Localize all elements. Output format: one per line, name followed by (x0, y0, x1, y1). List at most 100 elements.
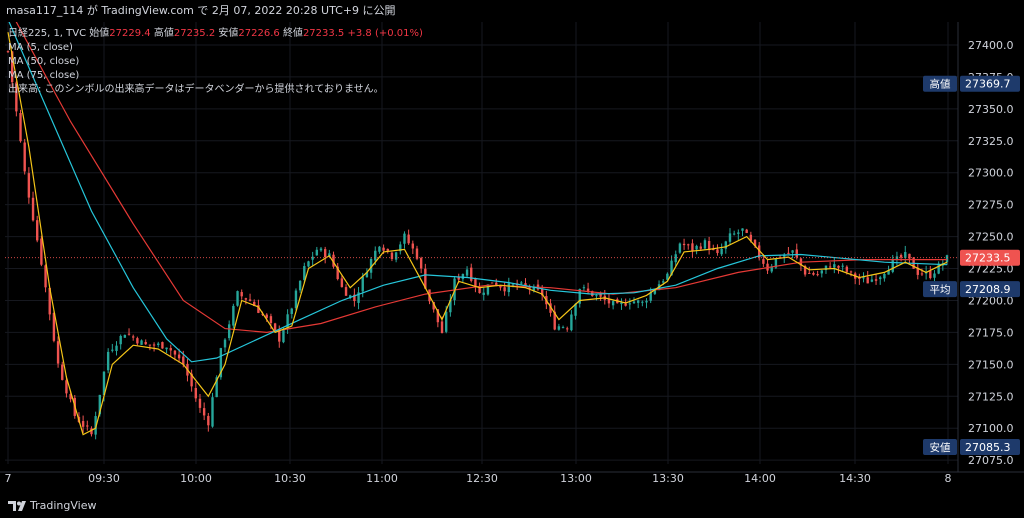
candle-body (774, 259, 778, 268)
avg-badge-label: 平均 (930, 284, 951, 296)
chart-area[interactable]: 27075.0 27100.0 27125.0 27150.0 27175.0 27200… (0, 6, 1024, 494)
candle-body (824, 265, 828, 271)
ma5-legend[interactable]: MA (5, close) (8, 42, 73, 53)
price-chart[interactable]: 27075.0 27100.0 27125.0 27150.0 27175.0 27200… (0, 6, 1024, 494)
candle-body (862, 277, 865, 279)
candle-body (666, 273, 669, 280)
high-badge-label: 高値 (930, 78, 951, 91)
y-tick-label: 27400.0 (968, 39, 1014, 52)
candle-body (841, 265, 844, 267)
candle-body (40, 238, 43, 265)
candle-body (891, 259, 894, 272)
candle-body (783, 254, 786, 257)
candle-body (624, 303, 627, 306)
candle-body (687, 244, 690, 246)
candle-body (253, 301, 256, 307)
ma50-legend[interactable]: MA (50, close) (8, 56, 80, 67)
candle-body (845, 266, 849, 272)
candle-body (307, 261, 310, 267)
candle-body (190, 373, 193, 387)
candle-body (182, 356, 185, 365)
candle-body (520, 282, 523, 284)
candle-body (90, 428, 93, 435)
candle-body (328, 253, 331, 257)
candle-body (703, 240, 707, 249)
candle-body (378, 246, 381, 252)
tradingview-logo-icon (8, 501, 26, 511)
candle-body (570, 314, 573, 331)
candle-body (81, 421, 85, 427)
candle-body (161, 342, 164, 349)
ma75-legend[interactable]: MA (75, close) (8, 70, 80, 81)
last-price-badge-value-bg (960, 249, 1020, 266)
low-value: 27226.6 (238, 28, 280, 39)
candle-body (557, 326, 561, 330)
candle-body (833, 264, 836, 268)
candle-body (812, 272, 815, 275)
candle-body (144, 341, 147, 345)
candle-body (94, 416, 97, 435)
candle-body (382, 247, 385, 251)
low-badge-value-bg (960, 439, 1020, 456)
high-badge-value: 27369.7 (965, 78, 1011, 91)
close-label: 終値 (282, 28, 303, 39)
candle-body (140, 340, 143, 345)
candle-body (682, 243, 686, 246)
y-tick-label: 27325.0 (968, 135, 1014, 148)
axes: 27075.0 27100.0 27125.0 27150.0 27175.0 27200… (0, 22, 1024, 485)
candle-body (737, 232, 740, 234)
candle-body (106, 351, 110, 371)
high-badge: 高値 27369.7 (923, 75, 1020, 92)
candle-body (23, 142, 26, 172)
candle-body (202, 408, 206, 416)
candle-body (507, 283, 510, 293)
symbol-label: 日経225, 1, TVC (8, 28, 87, 39)
change-value: +3.8 (+0.01%) (347, 28, 423, 39)
ma50-line (7, 19, 948, 363)
candle-body (945, 255, 949, 262)
candle-body (874, 279, 878, 281)
candle-body (177, 354, 181, 359)
candle-body (344, 287, 348, 296)
x-tick-label: 14:30 (839, 472, 871, 485)
candle-body (920, 273, 924, 275)
candle-body (102, 371, 106, 396)
candle-body (119, 335, 122, 345)
candle-body (837, 265, 840, 268)
brand-name: TradingView (30, 499, 97, 512)
candle-body (269, 316, 273, 324)
open-value: 27229.4 (109, 28, 151, 39)
candle-body (540, 288, 544, 296)
candle-body (115, 345, 118, 351)
candle-body (282, 329, 285, 343)
candle-body (86, 425, 89, 427)
candle-body (607, 298, 611, 304)
low-badge: 安値 27085.3 (923, 439, 1020, 456)
candle-body (791, 250, 794, 253)
candle-body (716, 249, 719, 254)
candle-body (724, 241, 728, 249)
candle-body (595, 295, 598, 297)
candle-body (691, 243, 694, 252)
volume-note: 出来高: このシンボルの出来高データはデータベンダーから提供されておりません。 (8, 84, 384, 95)
candle-body (908, 253, 911, 259)
candle-body (311, 256, 314, 260)
high-label: 高値 (153, 28, 174, 39)
candle-body (732, 233, 736, 235)
candle-body (290, 308, 293, 314)
candle-body (386, 248, 389, 252)
ohlc-row: 日経225, 1, TVC 始値27229.4 高値27235.2 安値2722… (8, 27, 423, 41)
candle-body (808, 272, 811, 274)
candle-body (286, 314, 289, 330)
candle-body (503, 287, 506, 292)
candle-body (44, 265, 47, 288)
candle-body (353, 294, 356, 302)
candle-body (165, 347, 168, 350)
candle-body (636, 300, 640, 303)
candle-body (720, 248, 723, 255)
x-tick-label: 8 (945, 472, 952, 485)
candle-body (511, 284, 515, 286)
candle-body (440, 321, 444, 333)
x-tick-label: 11:00 (366, 472, 398, 485)
candle-body (407, 234, 410, 244)
